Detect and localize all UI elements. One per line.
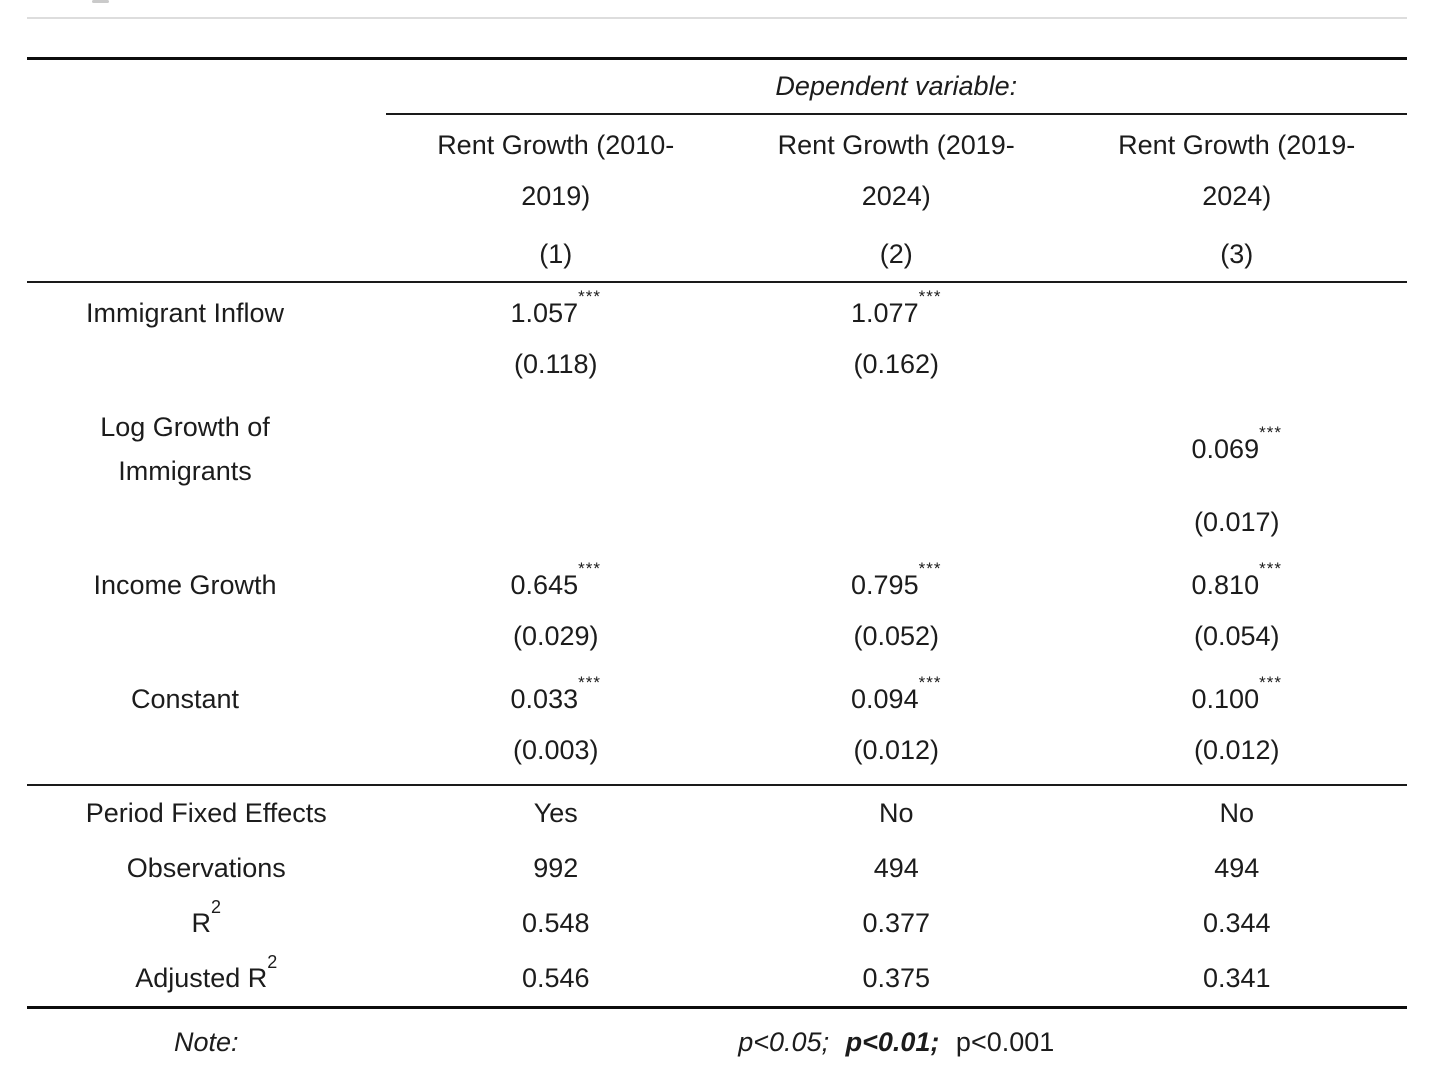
- column-number-3: (3): [1066, 227, 1407, 283]
- summary-value: 0.341: [1066, 951, 1407, 1010]
- significance-level-1: p<0.05;: [738, 1027, 830, 1058]
- std-error-cell: (0.017): [1193, 506, 1280, 537]
- estimate-cell: 0.810***: [1191, 558, 1282, 600]
- std-error-cell: (0.052): [853, 621, 940, 652]
- std-error-cell: (0.162): [853, 349, 940, 380]
- estimate-cell: [726, 397, 1066, 496]
- summary-label: Adjusted R2: [27, 951, 386, 1010]
- significance-stars: ***: [918, 673, 942, 693]
- significance-stars: ***: [578, 286, 601, 306]
- summary-row-adjusted-r-squared: Adjusted R2 0.546 0.375 0.341: [27, 951, 1407, 1010]
- estimate-cell: 0.033***: [510, 673, 601, 715]
- column-number-1: (1): [385, 227, 726, 283]
- summary-value: 0.377: [862, 908, 931, 939]
- summary-label: Period Fixed Effects: [85, 797, 327, 828]
- empty-cell: [27, 59, 386, 115]
- se-row-constant: (0.003) (0.012) (0.012): [27, 725, 1407, 786]
- dependent-variable-row: Dependent variable:: [27, 58, 1407, 116]
- summary-value: 0.375: [726, 951, 1067, 1010]
- coef-row-log-growth-immigrants: Log Growth of Immigrants 0.069***: [27, 397, 1407, 496]
- empty-cell: [27, 339, 386, 397]
- column-numbers-row: (1) (2) (3): [27, 227, 1407, 283]
- estimate-cell: 0.094***: [851, 673, 942, 715]
- summary-label: Observations: [126, 852, 286, 883]
- significance-stars: ***: [918, 286, 942, 306]
- empty-cell: [27, 114, 386, 228]
- std-error-cell: (0.054): [1193, 621, 1280, 652]
- column-labels-row: Rent Growth (2010-2019) Rent Growth (201…: [27, 114, 1407, 228]
- coef-row-immigrant-inflow: Immigrant Inflow 1.057*** 1.077***: [27, 282, 1407, 339]
- coef-row-income-growth: Income Growth 0.645*** 0.795*** 0.810***: [27, 555, 1407, 611]
- summary-row-observations: Observations 992 494 494: [27, 841, 1407, 896]
- note-row: Note: p<0.05; p<0.01; p<0.001: [27, 1008, 1407, 1068]
- se-row-log-growth-immigrants: (0.017): [27, 497, 1407, 555]
- estimate-cell: [386, 397, 726, 496]
- std-error-cell: [726, 497, 1066, 555]
- top-divider-line: [27, 17, 1407, 19]
- column-header-2: Rent Growth (2019-2024): [726, 114, 1066, 228]
- cropped-text-artifact: [92, 0, 109, 3]
- significance-stars: ***: [1259, 673, 1282, 693]
- significance-level-3: p<0.001: [955, 1027, 1055, 1058]
- estimate-cell: 1.057***: [510, 286, 601, 328]
- note-label: Note:: [173, 1027, 239, 1058]
- estimate-cell: 1.077***: [851, 286, 942, 328]
- std-error-cell: (0.012): [726, 725, 1067, 786]
- empty-cell: [27, 725, 386, 786]
- variable-label: Income Growth: [93, 569, 277, 600]
- column-header-3: Rent Growth (2019-2024): [1066, 114, 1407, 228]
- std-error-cell: (0.012): [1066, 725, 1407, 786]
- variable-label: Immigrant Inflow: [85, 297, 285, 328]
- summary-value: 494: [1214, 852, 1260, 883]
- significance-stars: ***: [1259, 558, 1282, 578]
- variable-label: Constant: [130, 684, 240, 715]
- dependent-variable-label: Dependent variable:: [385, 58, 1407, 116]
- estimate-cell: 0.069***: [1191, 422, 1282, 464]
- significance-stars: ***: [918, 558, 942, 578]
- regression-table: Dependent variable: Rent Growth (2010-20…: [27, 57, 1407, 1068]
- std-error-cell: [1066, 339, 1407, 397]
- summary-value: No: [878, 797, 914, 828]
- summary-value: 0.344: [1202, 908, 1271, 939]
- summary-row-r-squared: R2 0.548 0.377 0.344: [27, 896, 1407, 951]
- significance-legend: p<0.05; p<0.01; p<0.001: [386, 1008, 1407, 1068]
- significance-level-2: p<0.01;: [845, 1027, 940, 1058]
- summary-value: 992: [533, 852, 579, 883]
- summary-value: Yes: [533, 797, 578, 828]
- column-header-label: Rent Growth (2010-2019): [437, 130, 675, 212]
- coef-row-constant: Constant 0.033*** 0.094*** 0.100***: [27, 669, 1407, 725]
- empty-cell: [27, 611, 386, 669]
- empty-cell: [27, 497, 386, 555]
- empty-cell: [27, 227, 386, 283]
- column-header-label: Rent Growth (2019-2024): [777, 130, 1015, 212]
- estimate-cell: [1066, 282, 1407, 339]
- summary-label: R2: [191, 897, 222, 939]
- summary-value: 0.546: [385, 951, 726, 1010]
- summary-value: No: [1219, 797, 1254, 828]
- estimate-cell: 0.795***: [851, 558, 942, 600]
- column-number-2: (2): [726, 227, 1067, 283]
- significance-stars: ***: [1259, 422, 1282, 442]
- estimate-cell: 0.645***: [510, 558, 601, 600]
- std-error-cell: (0.003): [385, 725, 726, 786]
- summary-value: 494: [873, 852, 919, 883]
- significance-stars: ***: [578, 673, 601, 693]
- se-row-immigrant-inflow: (0.118) (0.162): [27, 339, 1407, 397]
- se-row-income-growth: (0.029) (0.052) (0.054): [27, 611, 1407, 669]
- summary-value: 0.548: [521, 908, 590, 939]
- summary-row-period-fixed-effects: Period Fixed Effects Yes No No: [27, 785, 1407, 841]
- variable-label: Log Growth of Immigrants: [100, 412, 270, 486]
- significance-stars: ***: [578, 558, 601, 578]
- column-header-label: Rent Growth (2019-2024): [1118, 130, 1356, 212]
- std-error-cell: (0.118): [513, 349, 598, 380]
- std-error-cell: [386, 497, 726, 555]
- estimate-cell: 0.100***: [1191, 673, 1282, 715]
- std-error-cell: (0.029): [512, 621, 599, 652]
- column-header-1: Rent Growth (2010-2019): [386, 114, 726, 228]
